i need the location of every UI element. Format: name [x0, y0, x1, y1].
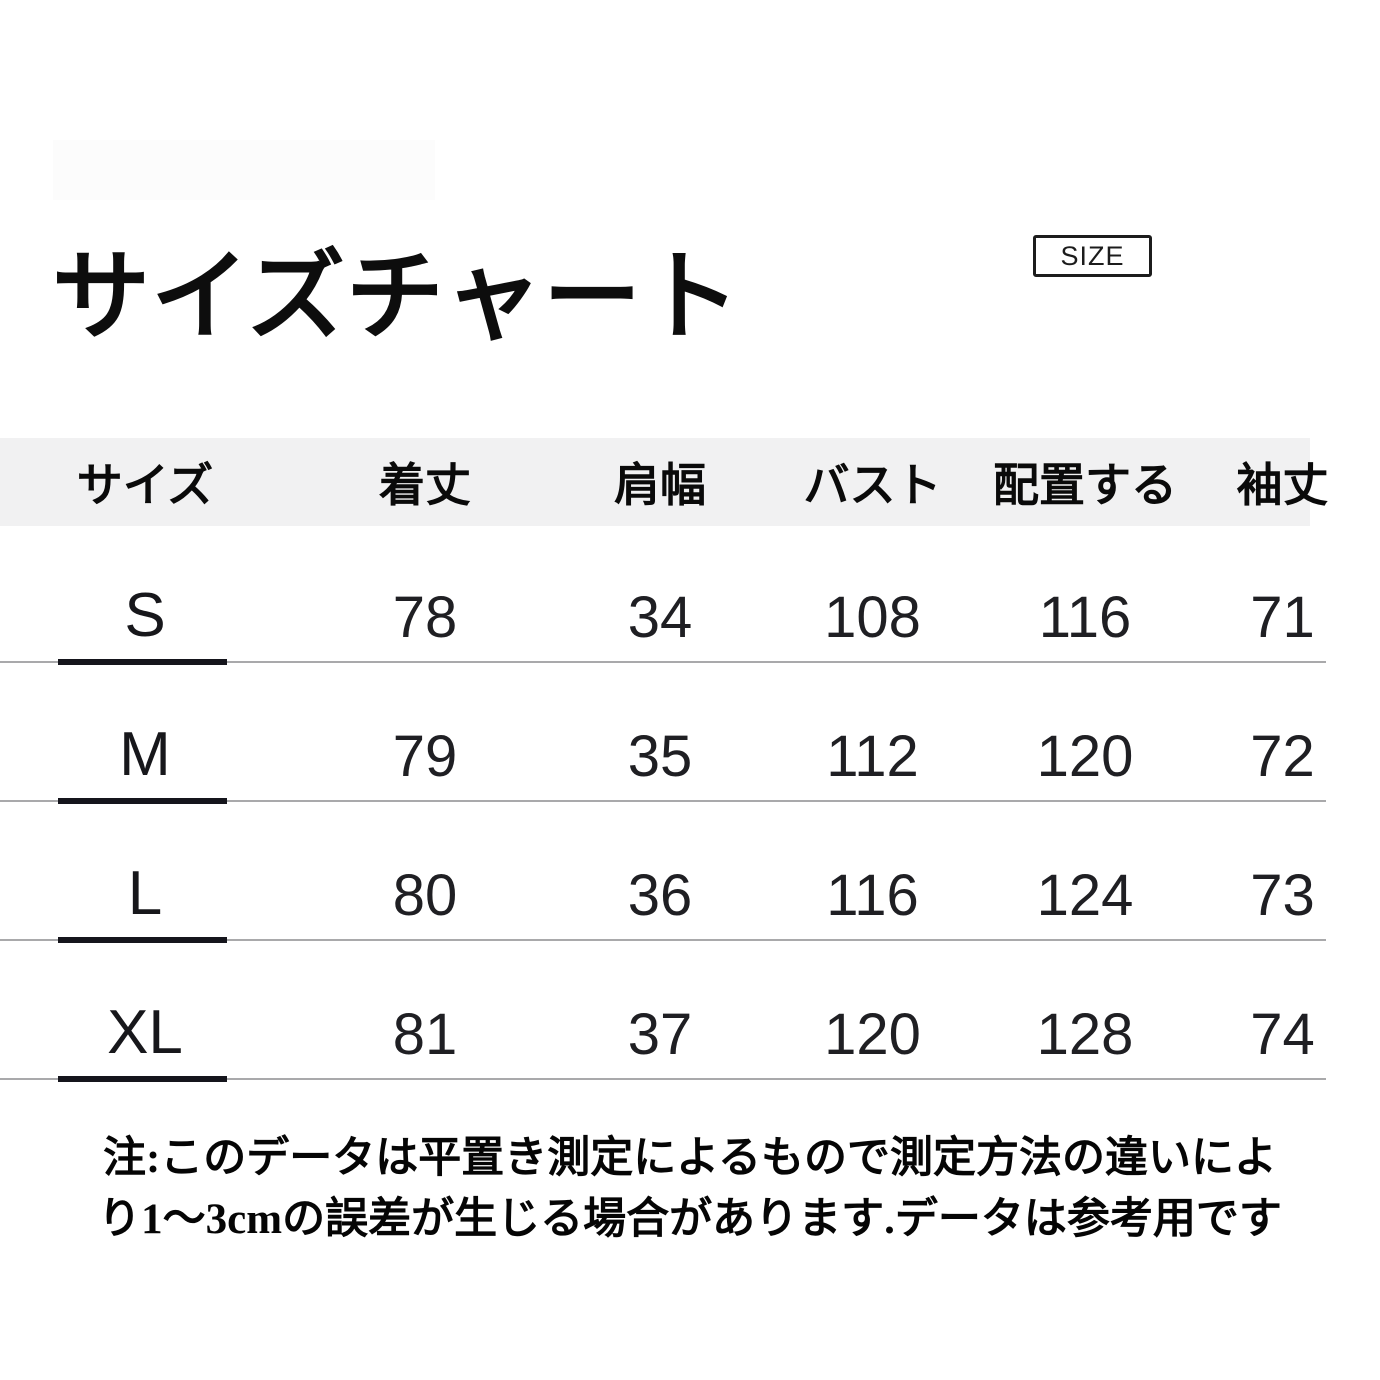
row-divider-line	[0, 939, 1326, 941]
column-header-bust: バスト	[803, 460, 942, 511]
cell-hem: 116	[1038, 585, 1132, 650]
cell-shoulder: 34	[627, 585, 693, 650]
measurement-note: 注:このデータは平置き測定によるもので測定方法の違いによ り1〜3cmの誤差が生…	[0, 1128, 1380, 1250]
row-divider-line	[0, 1078, 1326, 1080]
cell-shoulder: 37	[627, 1002, 693, 1067]
cell-shoulder: 35	[627, 724, 693, 789]
row-divider-line	[0, 800, 1326, 802]
faint-watermark-box	[53, 140, 435, 200]
cell-length: 78	[392, 585, 458, 650]
row-size-label: XL	[107, 998, 183, 1067]
size-badge: SIZE	[1033, 235, 1152, 277]
column-header-shoulder: 肩幅	[614, 460, 706, 511]
row-divider-tick	[58, 1076, 227, 1082]
row-divider-tick	[58, 798, 227, 804]
table-row-xl: XL 81 37 120 128 74	[0, 941, 1380, 1082]
row-size-label: L	[127, 859, 163, 928]
row-divider-line	[0, 661, 1326, 663]
table-header-row: サイズ 着丈 肩幅 バスト 配置する 袖丈	[0, 438, 1380, 526]
cell-length: 81	[392, 1002, 458, 1067]
size-badge-label: SIZE	[1060, 240, 1125, 271]
table-row-m: M 79 35 112 120 72	[0, 663, 1380, 804]
cell-hem: 120	[1036, 724, 1134, 789]
note-line-1: 注:このデータは平置き測定によるもので測定方法の違いによ	[102, 1135, 1278, 1182]
cell-sleeve: 72	[1250, 724, 1315, 789]
cell-bust: 116	[826, 863, 919, 928]
cell-bust: 108	[824, 585, 921, 650]
column-header-size: サイズ	[76, 460, 214, 511]
column-header-sleeve: 袖丈	[1236, 460, 1329, 511]
cell-shoulder: 36	[627, 863, 693, 928]
table-row-l: L 80 36 116 124 73	[0, 802, 1380, 943]
table-row-s: S 78 34 108 116 71	[0, 524, 1380, 665]
cell-sleeve: 71	[1250, 585, 1315, 650]
cell-sleeve: 73	[1250, 863, 1315, 928]
page-title: サイズチャート	[52, 244, 742, 352]
note-line-2: り1〜3cmの誤差が生じる場合があります.データは参考用です	[98, 1196, 1282, 1244]
row-size-label: S	[124, 581, 166, 650]
column-header-length: 着丈	[379, 460, 471, 511]
cell-hem: 128	[1036, 1002, 1134, 1067]
cell-bust: 120	[824, 1002, 921, 1067]
row-size-label: M	[119, 720, 171, 789]
cell-sleeve: 74	[1250, 1002, 1315, 1067]
cell-length: 80	[392, 863, 458, 928]
row-divider-tick	[58, 937, 227, 943]
cell-bust: 112	[826, 724, 919, 789]
row-divider-tick	[58, 659, 227, 665]
column-header-hem: 配置する	[993, 460, 1177, 511]
cell-hem: 124	[1036, 863, 1134, 928]
cell-length: 79	[392, 724, 458, 789]
